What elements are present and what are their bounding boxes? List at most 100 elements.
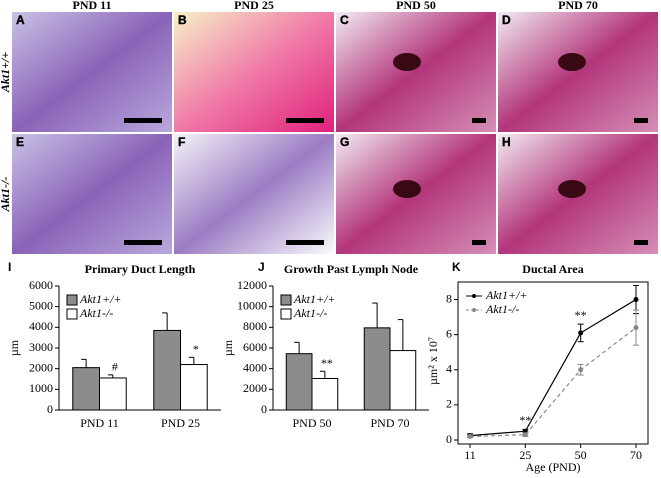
y-tick-label: 8000 bbox=[243, 319, 267, 333]
y-tick-label: 12000 bbox=[237, 278, 267, 292]
legend-entry: Akt1-/- bbox=[293, 306, 327, 320]
scale-bar bbox=[634, 118, 648, 123]
x-tick-label: PND 25 bbox=[161, 416, 200, 430]
series-line bbox=[469, 299, 637, 437]
y-tick-label: 3000 bbox=[29, 340, 53, 354]
y-tick-label: 10000 bbox=[237, 298, 267, 312]
micrograph bbox=[336, 12, 496, 132]
legend-entry: Akt1-/- bbox=[485, 302, 519, 316]
legend-swatch bbox=[66, 294, 78, 306]
bar bbox=[72, 367, 100, 411]
panel-letter: G bbox=[340, 135, 349, 149]
significance: # bbox=[112, 360, 118, 374]
bar bbox=[389, 350, 417, 411]
significance: ** bbox=[519, 413, 531, 427]
y-tick-label: 6000 bbox=[243, 340, 267, 354]
scale-bar bbox=[472, 240, 486, 245]
y-tick-label: 4000 bbox=[29, 319, 53, 333]
y-axis-label: µm bbox=[7, 339, 21, 356]
legend-entry: Akt1+/+ bbox=[79, 292, 122, 306]
point bbox=[633, 297, 639, 303]
chart-title: Growth Past Lymph Node bbox=[284, 262, 419, 276]
y-tick-label: 6 bbox=[446, 326, 452, 340]
micrograph bbox=[12, 12, 172, 132]
bar bbox=[180, 364, 208, 411]
chart-title: Ductal Area bbox=[522, 262, 583, 276]
legend-swatch bbox=[66, 308, 78, 320]
y-tick-label: 0 bbox=[47, 402, 53, 416]
x-tick-label: 50 bbox=[575, 448, 587, 462]
column-header: PND 25 bbox=[234, 0, 274, 12]
x-tick-label: PND 50 bbox=[292, 416, 331, 430]
row-label: Akt1-/- bbox=[0, 177, 12, 213]
y-axis-label: µm bbox=[221, 339, 235, 356]
panel-letter: H bbox=[502, 135, 511, 149]
y-tick-label: 1000 bbox=[29, 381, 53, 395]
bar bbox=[99, 377, 127, 411]
plot-frame bbox=[457, 281, 649, 445]
y-tick-label: 4 bbox=[446, 362, 452, 376]
lymph-node bbox=[393, 53, 421, 71]
scale-bar bbox=[124, 240, 162, 245]
y-tick-label: 0 bbox=[446, 432, 452, 446]
point bbox=[633, 325, 639, 331]
point bbox=[467, 433, 473, 439]
lymph-node bbox=[558, 180, 586, 198]
y-tick-label: 4000 bbox=[243, 360, 267, 374]
panel-letter: C bbox=[340, 13, 349, 27]
point bbox=[578, 367, 584, 373]
bar bbox=[363, 327, 391, 411]
point bbox=[522, 432, 528, 438]
significance: ** bbox=[575, 308, 587, 322]
y-tick-label: 2000 bbox=[29, 360, 53, 374]
legend-marker bbox=[472, 308, 476, 312]
y-tick-label: 2 bbox=[446, 397, 452, 411]
point bbox=[578, 330, 584, 336]
x-tick-label: 11 bbox=[464, 448, 476, 462]
legend-marker bbox=[472, 294, 476, 298]
scale-bar bbox=[286, 118, 324, 123]
column-header: PND 70 bbox=[558, 0, 598, 12]
scale-bar bbox=[472, 118, 486, 123]
micrograph bbox=[12, 134, 172, 254]
x-tick-label: 70 bbox=[630, 448, 642, 462]
panel-letter: B bbox=[178, 13, 187, 27]
scale-bar bbox=[286, 240, 324, 245]
x-tick-label: 25 bbox=[519, 448, 531, 462]
significance: ** bbox=[321, 356, 333, 370]
bar bbox=[285, 353, 313, 411]
panel-letter: J bbox=[258, 260, 265, 274]
x-tick-label: PND 11 bbox=[80, 416, 119, 430]
series-line bbox=[469, 327, 637, 438]
micrograph bbox=[498, 12, 658, 132]
column-header: PND 11 bbox=[73, 0, 112, 12]
micrograph bbox=[174, 134, 334, 254]
y-axis-label: µm² x 10⁷ bbox=[426, 337, 440, 385]
legend-entry: Akt1+/+ bbox=[293, 292, 336, 306]
panel-letter: E bbox=[16, 135, 24, 149]
chart-title: Primary Duct Length bbox=[85, 262, 196, 276]
y-tick-label: 6000 bbox=[29, 278, 53, 292]
significance: * bbox=[193, 342, 199, 356]
y-tick-label: 2000 bbox=[243, 381, 267, 395]
micrograph bbox=[174, 12, 334, 132]
legend-swatch bbox=[280, 294, 292, 306]
x-tick-label: PND 70 bbox=[370, 416, 409, 430]
bar bbox=[311, 377, 339, 411]
scale-bar bbox=[634, 240, 648, 245]
bar bbox=[153, 329, 182, 411]
panel-letter: I bbox=[8, 260, 11, 274]
scale-bar bbox=[124, 118, 162, 123]
lymph-node bbox=[558, 53, 586, 71]
panel-letter: D bbox=[502, 13, 511, 27]
legend-swatch bbox=[280, 308, 292, 320]
panel-letter: A bbox=[16, 13, 25, 27]
lymph-node bbox=[393, 180, 421, 198]
legend-entry: Akt1+/+ bbox=[485, 288, 528, 302]
panel-letter: F bbox=[178, 135, 185, 149]
y-tick-label: 0 bbox=[261, 402, 267, 416]
row-label: Akt1+/+ bbox=[0, 52, 12, 94]
y-tick-label: 5000 bbox=[29, 298, 53, 312]
column-header: PND 50 bbox=[396, 0, 436, 12]
